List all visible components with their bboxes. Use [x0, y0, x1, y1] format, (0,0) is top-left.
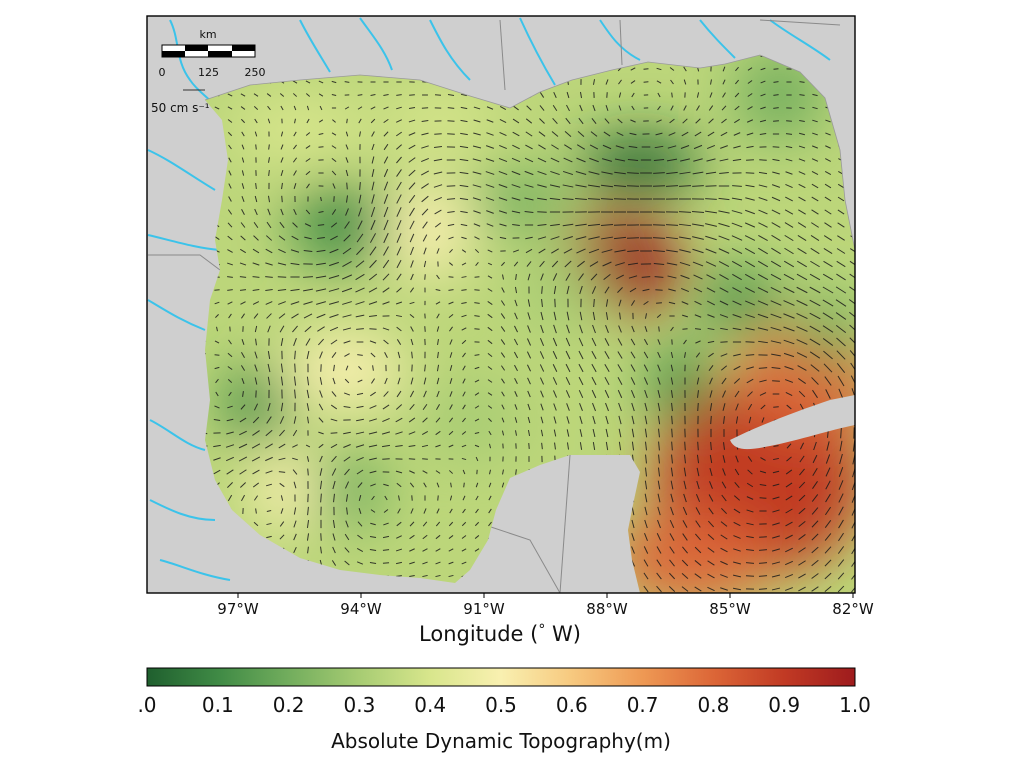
colorbar-tick-label: 0.4: [414, 693, 446, 717]
svg-text:50 cm s⁻¹: 50 cm s⁻¹: [151, 101, 210, 115]
colorbar-title: Absolute Dynamic Topography(m): [331, 729, 671, 753]
state-borders: [148, 19, 841, 593]
colorbar-tick-label: 0.6: [556, 693, 588, 717]
x-axis-tick-label: 88°W: [586, 600, 628, 618]
scale-bar: km 0 125 250: [159, 28, 266, 79]
colorbar-tick-label: 0.3: [343, 693, 375, 717]
colorbar-tick-label: .0: [137, 693, 156, 717]
colorbar-tick-label: 0.1: [202, 693, 234, 717]
x-axis-tick-label: 82°W: [832, 600, 874, 618]
colorbar-tick-label: 0.7: [627, 693, 659, 717]
colorbar-tick-label: 0.5: [485, 693, 517, 717]
sea-outline: [204, 54, 855, 251]
colorbar-tick-label: 1.0: [839, 693, 871, 717]
svg-text:km: km: [199, 28, 216, 41]
colorbar: .0 0.1 0.2 0.3 0.4 0.5 0.6 0.7 0.8 0.9 1.0 Absolut…: [137, 667, 871, 753]
colorbar-tick-label: 0.8: [697, 693, 729, 717]
river-network: [147, 17, 831, 581]
colorbar-gradient: [146, 667, 856, 687]
reference-vector: 50 cm s⁻¹: [151, 89, 210, 115]
cuba-landmass: [730, 395, 855, 450]
x-axis-tick-label: 85°W: [709, 600, 751, 618]
map-frame: [146, 15, 856, 594]
scale-bar-tick-label: 0: [159, 66, 166, 79]
x-axis-title: Longitude (° W): [419, 622, 581, 646]
x-axis-tick-label: 97°W: [217, 600, 259, 618]
colorbar-tick-label: 0.9: [768, 693, 800, 717]
scale-bar-tick-label: 250: [245, 66, 266, 79]
colorbar-tick-label: 0.2: [273, 693, 305, 717]
map-panel: km 0 125 250 50 cm s⁻¹: [147, 16, 855, 593]
x-axis-tick-label: 94°W: [340, 600, 382, 618]
scale-bar-tick-label: 125: [198, 66, 219, 79]
x-axis-tick-label: 91°W: [463, 600, 505, 618]
x-axis: 97°W 94°W 91°W 88°W 85°W 82°W: [217, 593, 874, 618]
